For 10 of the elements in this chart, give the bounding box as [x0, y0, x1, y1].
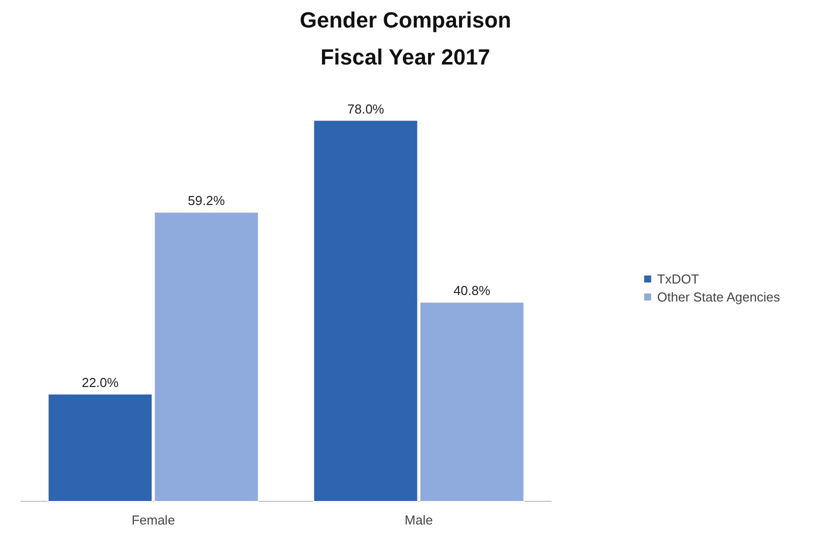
data-label: 78.0%	[347, 101, 385, 116]
legend-label: TxDOT	[657, 271, 700, 286]
chart-title: Gender Comparison	[300, 8, 512, 32]
chart-subtitle: Fiscal Year 2017	[320, 44, 490, 70]
x-tick-label: Female	[132, 512, 175, 528]
data-label: 59.2%	[188, 193, 226, 208]
legend-label: Other State Agencies	[657, 289, 780, 304]
x-tick-label: Male	[404, 512, 433, 528]
data-label: 22.0%	[82, 374, 120, 390]
data-label: 40.8%	[453, 283, 491, 298]
